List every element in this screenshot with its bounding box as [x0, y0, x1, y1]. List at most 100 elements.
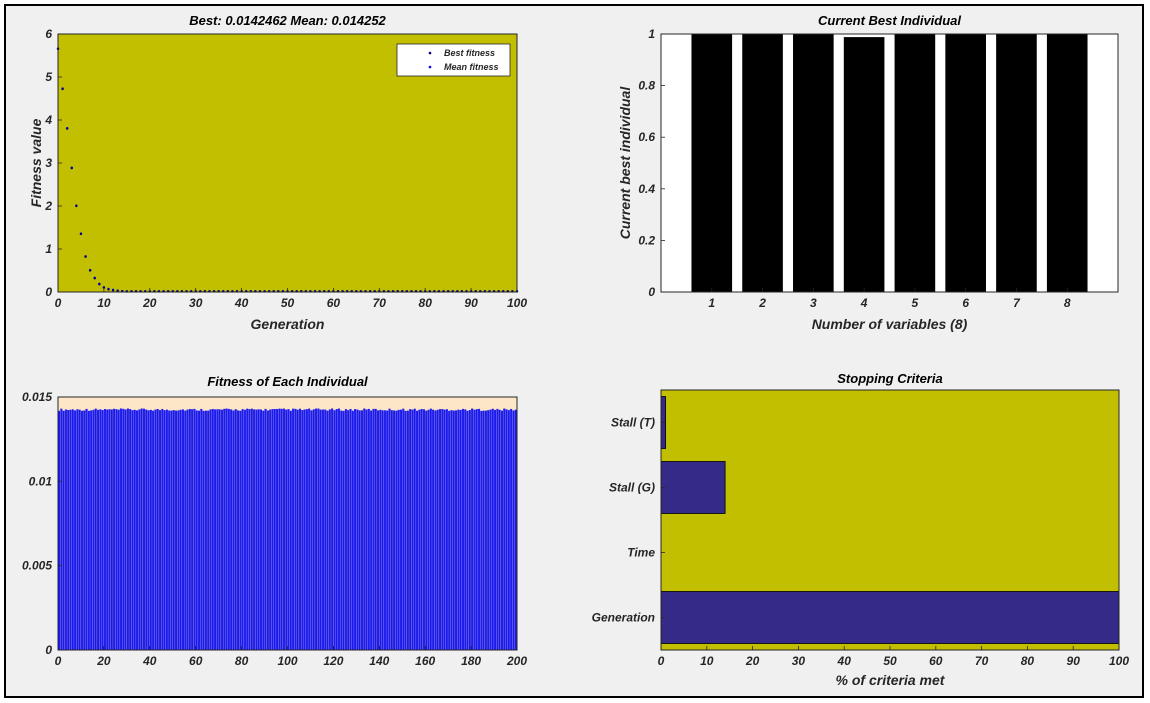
individual-bar [322, 409, 324, 650]
x-tick-label: 40 [837, 654, 852, 668]
individual-bar [287, 409, 290, 650]
x-tick-label: 90 [1067, 654, 1081, 668]
best-fitness-series-point [93, 277, 96, 280]
individual-bar [234, 409, 237, 650]
individual-bar [99, 409, 102, 650]
individual-bar [416, 410, 419, 650]
y-tick-label: 3 [45, 156, 52, 170]
individual-bar [154, 409, 157, 650]
individual-bar [397, 409, 400, 650]
individual-bar [312, 409, 315, 650]
y-tick-label: 0 [45, 643, 52, 657]
individual-bar [58, 410, 61, 650]
individual-bar [202, 410, 205, 650]
x-tick-label: 4 [860, 296, 868, 310]
x-tick-label: 180 [461, 654, 481, 668]
individual-bar [457, 409, 460, 650]
individual-bar [510, 408, 513, 650]
individual-bar [478, 408, 481, 650]
y-tick-label: Time [627, 546, 655, 560]
individual-bar [434, 410, 437, 650]
bar-variable-1 [691, 34, 733, 292]
x-tick-label: 30 [189, 296, 203, 310]
individual-bar [491, 408, 494, 650]
individual-bar [469, 410, 471, 650]
x-tick-label: 120 [323, 654, 343, 668]
individual-bar [402, 408, 405, 650]
individual-bar [347, 410, 350, 650]
best-fitness-series-point [65, 127, 69, 130]
individual-bar [308, 408, 311, 650]
individual-bar [466, 410, 469, 650]
legend-marker-best [428, 51, 432, 55]
individual-bar [377, 410, 380, 650]
individual-bar [221, 409, 224, 650]
x-tick-label: 90 [464, 296, 478, 310]
individual-bar [209, 409, 212, 650]
individual-bar [306, 409, 308, 650]
individual-bar [131, 410, 134, 650]
individual-bar [407, 410, 409, 650]
x-axis-label: % of criteria met [836, 672, 946, 688]
y-tick-label: 5 [45, 70, 52, 84]
individual-bar [443, 409, 446, 650]
individual-bar [381, 410, 384, 650]
individual-bar [136, 410, 139, 650]
individual-bar [248, 409, 251, 650]
chart-title: Current Best Individual [818, 13, 961, 28]
individual-bar [241, 409, 244, 650]
individual-bar [393, 410, 396, 650]
individual-bar [338, 408, 341, 650]
individual-bar [138, 409, 141, 650]
best-fitness-series-point [102, 286, 106, 289]
individual-bar [198, 410, 201, 650]
x-tick-label: 10 [97, 296, 111, 310]
legend-label-mean: Mean fitness [444, 62, 499, 72]
individual-bar [294, 408, 297, 650]
x-tick-label: 60 [327, 296, 341, 310]
individual-bar [76, 409, 79, 650]
best-fitness-series-point [111, 289, 115, 292]
best-fitness-series-point [75, 204, 78, 208]
y-axis-label: Current best individual [617, 86, 633, 240]
x-tick-label: 100 [1109, 654, 1129, 668]
individual-bar [60, 408, 63, 650]
individual-bar [464, 409, 467, 650]
bar-variable-2 [742, 34, 783, 292]
individual-bar [191, 409, 194, 650]
y-tick-label: Stall (T) [611, 416, 655, 430]
individual-bar [117, 409, 120, 650]
bar-variable-4 [843, 37, 885, 292]
individual-bar [427, 409, 430, 650]
best-fitness-series-point [107, 288, 110, 291]
individual-bar [211, 409, 214, 650]
best-fitness-series-point [116, 289, 119, 292]
individual-bar [370, 410, 373, 650]
individual-bar [482, 410, 485, 650]
individual-bar [430, 408, 432, 650]
individual-bar [62, 410, 65, 650]
individual-bar [83, 410, 86, 650]
bar-variable-5 [894, 34, 936, 292]
individual-bar [487, 410, 490, 650]
individual-bar [179, 409, 182, 650]
individual-bar [264, 408, 267, 650]
individual-bar [156, 408, 159, 650]
individual-bar [310, 410, 313, 650]
individual-bar [115, 409, 118, 650]
individual-bar [485, 410, 487, 650]
x-tick-label: 0 [55, 296, 62, 310]
bar-variable-7 [996, 34, 1037, 292]
x-tick-label: 60 [929, 654, 943, 668]
individual-bar [358, 410, 361, 650]
y-tick-label: 4 [44, 113, 52, 127]
criteria-bar [660, 461, 726, 514]
individual-bar [140, 408, 143, 650]
individual-bar [324, 409, 327, 650]
individual-bar [88, 410, 90, 650]
individual-bar [278, 408, 281, 650]
individual-bar [216, 409, 219, 650]
individual-bar [494, 409, 497, 650]
x-tick-label: 10 [700, 654, 714, 668]
